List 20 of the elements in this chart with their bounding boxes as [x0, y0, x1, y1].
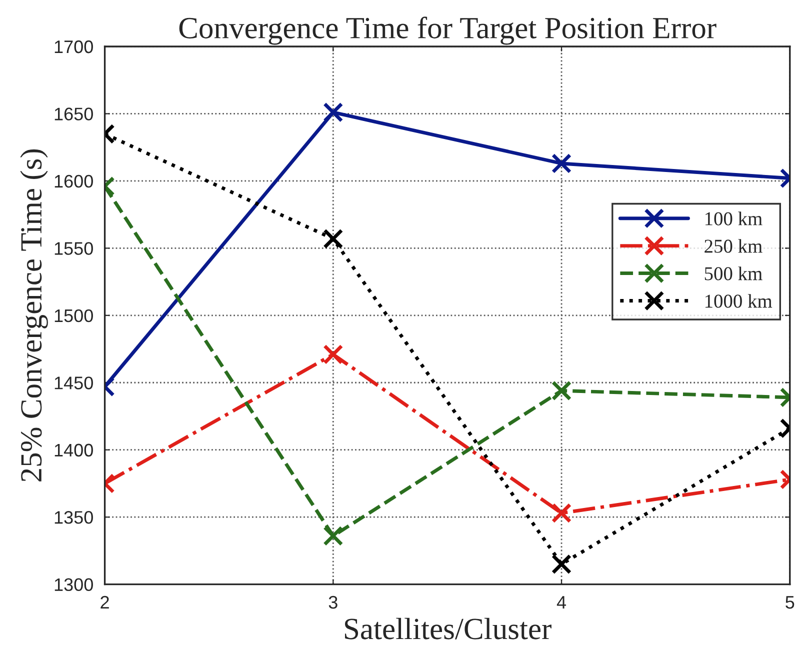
x-tick-label: 5	[786, 596, 794, 609]
legend-label: 1000 km	[705, 294, 772, 308]
y-tick-label: 1700	[54, 40, 93, 54]
y-tick-label: 1400	[54, 444, 93, 457]
x-tick-label: 3	[328, 596, 338, 609]
y-tick-label: 1450	[54, 376, 93, 390]
y-tick-label: 1600	[54, 174, 93, 188]
y-tick-label: 1500	[54, 309, 93, 322]
y-tick-label: 1300	[54, 578, 93, 592]
y-axis-title: 25% Convergence Time (s)	[20, 149, 48, 482]
y-tick-label: 1350	[54, 511, 93, 524]
y-tick-label: 1650	[54, 108, 93, 120]
y-tick-label: 1550	[54, 242, 93, 255]
x-tick-label: 4	[556, 596, 566, 609]
legend-label: 250 km	[704, 239, 762, 253]
x-tick-label: 2	[100, 596, 109, 609]
legend-label: 500 km	[704, 266, 762, 280]
chart-title: Convergence Time for Target Position Error	[179, 16, 716, 45]
x-axis-title: Satellites/Cluster	[344, 618, 552, 640]
legend-label: 100 km	[705, 212, 762, 226]
